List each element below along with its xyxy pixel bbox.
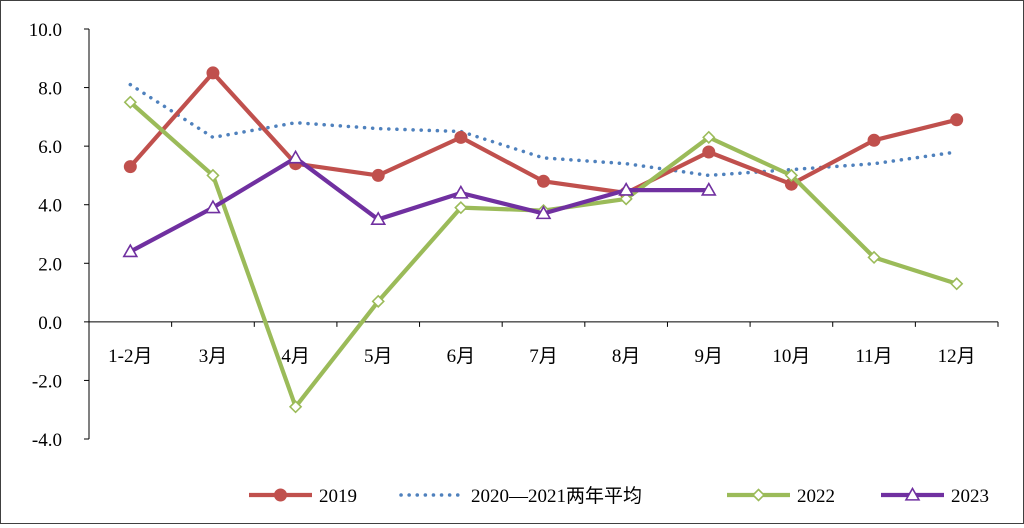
legend: 2019 2020—2021两年平均 2022 2023 — [249, 485, 989, 507]
data-point — [370, 211, 387, 226]
y-tick-label: 2.0 — [38, 254, 62, 275]
legend-label: 2023 — [951, 486, 989, 507]
data-point — [205, 199, 221, 214]
data-point — [454, 130, 468, 144]
y-tick-label: 6.0 — [38, 137, 62, 158]
series-2023 — [122, 149, 717, 258]
legend-item: 2023 — [881, 486, 989, 507]
data-point — [751, 488, 766, 502]
series-line — [128, 82, 959, 178]
legend-item: 2022 — [727, 486, 835, 507]
data-point — [784, 168, 799, 183]
data-point — [618, 181, 635, 196]
x-tick-label: 3月 — [199, 346, 228, 367]
data-point — [537, 174, 550, 188]
data-point — [122, 243, 139, 258]
data-point — [452, 184, 469, 199]
data-point — [274, 488, 287, 502]
data-point — [371, 168, 385, 182]
x-tick-label: 9月 — [695, 346, 724, 367]
x-tick-label: 1-2月 — [108, 346, 152, 367]
data-point — [287, 149, 304, 164]
data-point — [454, 201, 468, 215]
data-point — [702, 130, 716, 144]
x-tick-label: 8月 — [612, 346, 641, 367]
x-tick-label: 12月 — [938, 346, 976, 367]
data-point — [867, 250, 881, 265]
data-point — [288, 400, 303, 414]
data-point — [123, 160, 137, 174]
y-tick-label: -2.0 — [32, 371, 62, 392]
data-point — [123, 95, 137, 109]
axes: 10.0 8.0 6.0 4.0 2.0 0.0 -2.0 -4.0 1-2月 3月 4月 5月 6月 7… — [29, 20, 999, 451]
legend-item: 2020—2021两年平均 — [399, 485, 642, 507]
data-point — [950, 277, 964, 291]
x-tick-label: 10月 — [772, 346, 810, 367]
data-point — [206, 66, 220, 80]
data-point — [700, 181, 717, 196]
data-point — [904, 486, 921, 501]
y-tick-label: 10.0 — [29, 20, 62, 41]
data-point — [535, 205, 552, 220]
data-point — [867, 133, 881, 147]
legend-label: 2022 — [797, 486, 835, 507]
data-point — [950, 113, 964, 127]
legend-label: 2019 — [319, 486, 357, 507]
y-tick-label: -4.0 — [32, 430, 62, 451]
x-tick-label: 4月 — [281, 346, 310, 367]
series-line — [128, 155, 711, 254]
legend-item: 2019 — [249, 486, 357, 507]
y-tick-label: 0.0 — [38, 313, 62, 334]
x-tick-label: 7月 — [529, 346, 558, 367]
data-point — [619, 192, 633, 206]
legend-label: 2020—2021两年平均 — [471, 485, 642, 507]
data-point — [371, 294, 385, 308]
data-point — [206, 168, 220, 183]
x-tick-label: 11月 — [855, 346, 892, 367]
y-tick-label: 8.0 — [38, 79, 62, 100]
x-tick-label: 5月 — [364, 346, 393, 367]
y-tick-label: 4.0 — [38, 196, 62, 217]
series-layer — [122, 66, 964, 414]
series-2019 — [123, 66, 964, 200]
data-point — [702, 145, 716, 159]
series-2020—2021两年平均 — [128, 82, 959, 178]
x-tick-label: 6月 — [447, 346, 476, 367]
